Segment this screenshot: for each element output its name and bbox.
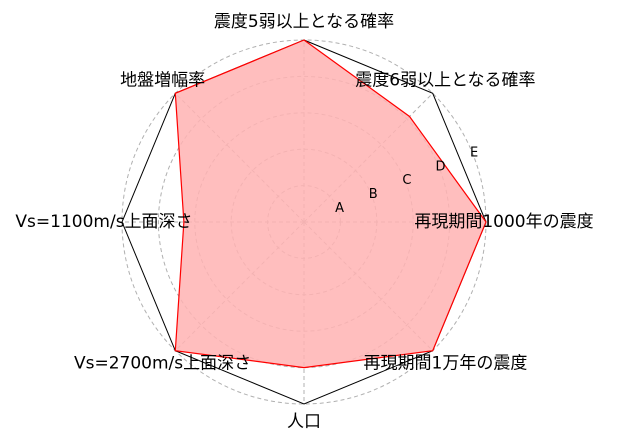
axis-label: 人口 xyxy=(287,412,321,432)
ring-label: D xyxy=(436,159,446,174)
axis-label: Vs=2700m/s上面深さ xyxy=(74,353,251,373)
ring-label: B xyxy=(369,187,378,202)
ring-labels: A B C D E xyxy=(335,145,478,216)
outer-frame xyxy=(121,39,487,405)
axis-label: 再現期間1万年の震度 xyxy=(364,353,528,373)
ring-label: A xyxy=(335,201,344,216)
axis-label: 地盤増幅率 xyxy=(120,71,205,91)
axis-label: 震度5弱以上となる確率 xyxy=(214,12,394,32)
axis-label: 震度6弱以上となる確率 xyxy=(355,71,535,91)
ring-label: E xyxy=(470,145,478,160)
axis-labels: 震度5弱以上となる確率震度6弱以上となる確率再現期間1000年の震度再現期間1万… xyxy=(15,12,593,432)
ring-label: C xyxy=(402,173,411,188)
axis-label: 再現期間1000年の震度 xyxy=(414,212,593,232)
series-polygon xyxy=(174,39,487,369)
axis-label: Vs=1100m/s上面深さ xyxy=(15,212,192,232)
